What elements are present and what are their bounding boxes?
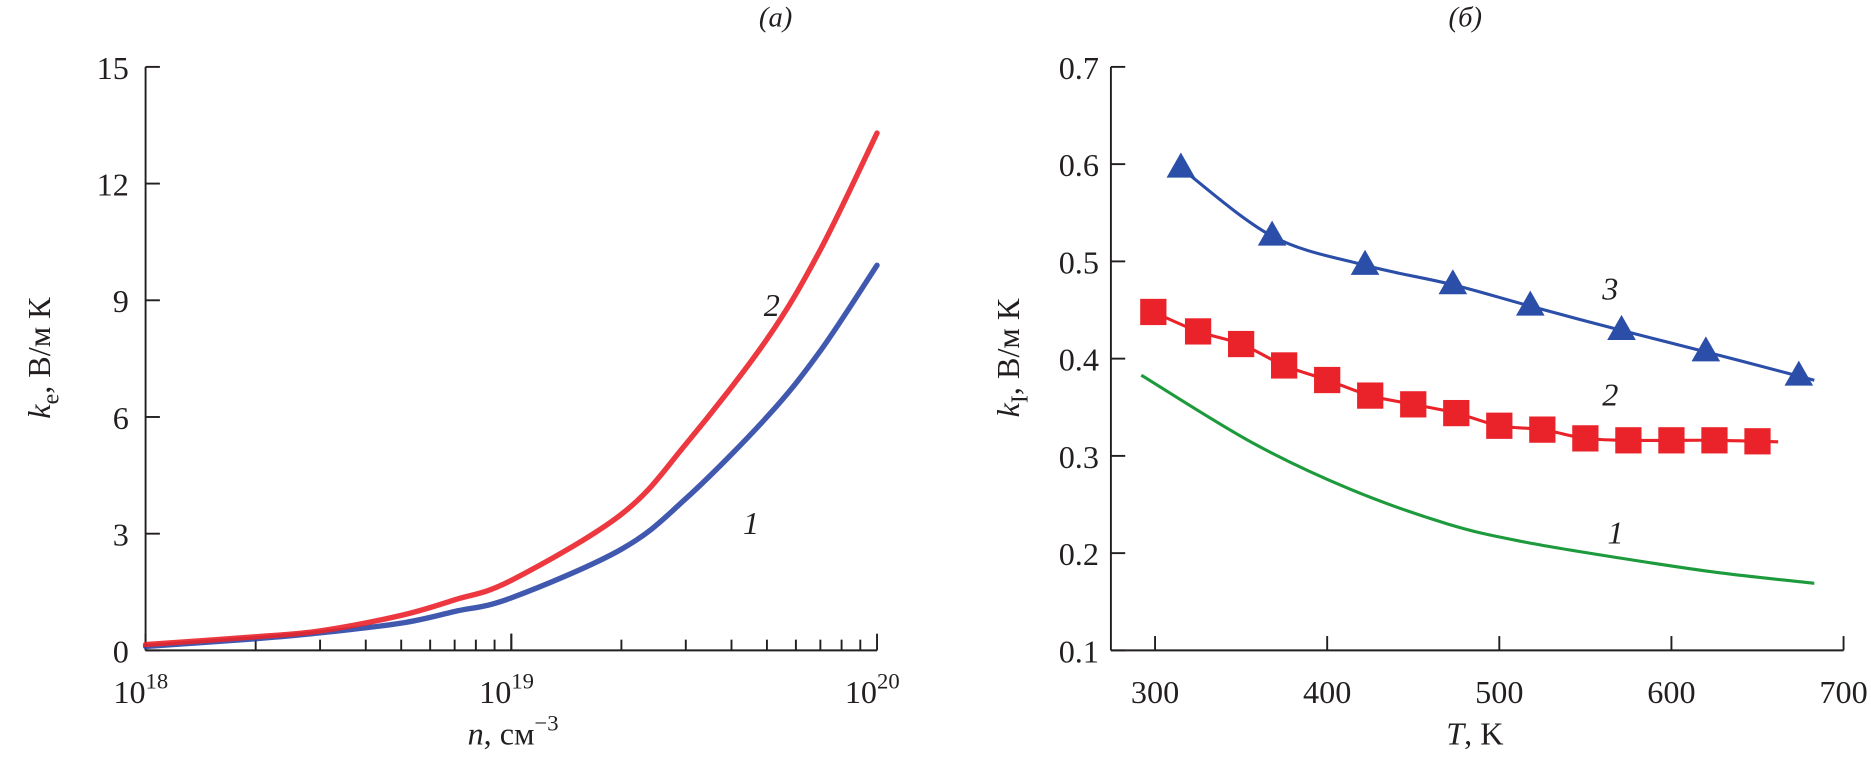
y-tick-label: 3 (113, 517, 129, 553)
series-1-label: 1 (1607, 515, 1623, 551)
series-3-marker (1166, 152, 1196, 178)
series-2-marker (1744, 428, 1771, 455)
y-tick-label: 9 (113, 283, 129, 319)
series-2-marker (1486, 412, 1513, 439)
series-2-marker (1271, 352, 1298, 379)
series-2-label: 2 (1602, 377, 1618, 413)
series-3-marker (1607, 314, 1636, 340)
series-2-marker (1529, 416, 1556, 443)
series-2-marker (1140, 298, 1167, 326)
y-tick-label: 0.1 (1059, 633, 1099, 669)
panel-b-axes: 0.1 0.2 0.3 0.4 0.5 0.6 0.7 300 400 500 600 700 (1059, 50, 1868, 710)
panel-a-y-label: ke, В/м К (21, 297, 64, 419)
series-3-marker (1438, 269, 1468, 295)
series-2-marker (1314, 366, 1341, 394)
panel-b: (б) 0.1 0.2 0.3 0.4 0.5 0.6 0.7 300 400 500 600 700… (990, 1, 1868, 751)
series-2-marker (1400, 391, 1427, 418)
series-3-line (1179, 166, 1815, 382)
series-3-marker (1257, 220, 1287, 246)
series-1-line (1140, 373, 1815, 585)
panel-b-title: (б) (1449, 1, 1482, 33)
x-tick-label: 500 (1475, 674, 1523, 710)
series-2-line (142, 130, 880, 648)
panel-b-y-label: kI, В/м К (990, 298, 1033, 417)
x-tick-label: 400 (1303, 674, 1351, 710)
series-2-marker (1615, 427, 1642, 454)
series-2-marker (1443, 399, 1470, 427)
y-tick-label: 0.2 (1059, 536, 1099, 572)
series-2-label: 2 (764, 287, 780, 323)
y-tick-label: 0.7 (1059, 50, 1099, 86)
panel-a-title: (a) (759, 1, 792, 33)
panel-b-x-label: T, K (1446, 716, 1503, 752)
series-3-marker (1784, 360, 1814, 386)
series-2-marker (1357, 382, 1384, 409)
panel-a-x-label: n, см−3 (468, 710, 559, 751)
series-2-marker (1227, 330, 1255, 358)
x-tick-label: 1018 (113, 669, 168, 710)
y-tick-label: 0.4 (1059, 342, 1099, 378)
x-tick-label: 300 (1131, 674, 1179, 710)
y-tick-label: 0.5 (1059, 244, 1099, 280)
series-3-label: 3 (1601, 271, 1618, 307)
panel-a-series: 12 (142, 130, 880, 650)
panel-b-series: 1 2 3 (1140, 152, 1815, 585)
y-tick-label: 6 (113, 400, 129, 436)
series-2-line (1152, 310, 1779, 444)
y-tick-label: 0 (113, 633, 129, 669)
y-tick-label: 0.3 (1059, 439, 1099, 475)
series-3-marker (1515, 290, 1545, 316)
series-2-marker (1701, 427, 1728, 454)
x-tick-label: 700 (1819, 674, 1867, 710)
series-2-marker (1572, 425, 1599, 452)
series-2-marker (1658, 427, 1685, 454)
y-tick-label: 0.6 (1059, 147, 1099, 183)
series-3-marker (1350, 249, 1380, 275)
x-tick-label: 1020 (845, 669, 900, 710)
series-3-marker (1691, 336, 1721, 362)
x-tick-label: 1019 (479, 669, 534, 710)
y-tick-label: 15 (97, 50, 129, 86)
series-2-marker (1184, 318, 1212, 345)
y-tick-label: 12 (97, 167, 129, 203)
x-tick-label: 600 (1647, 674, 1695, 710)
series-1-label: 1 (743, 505, 759, 541)
